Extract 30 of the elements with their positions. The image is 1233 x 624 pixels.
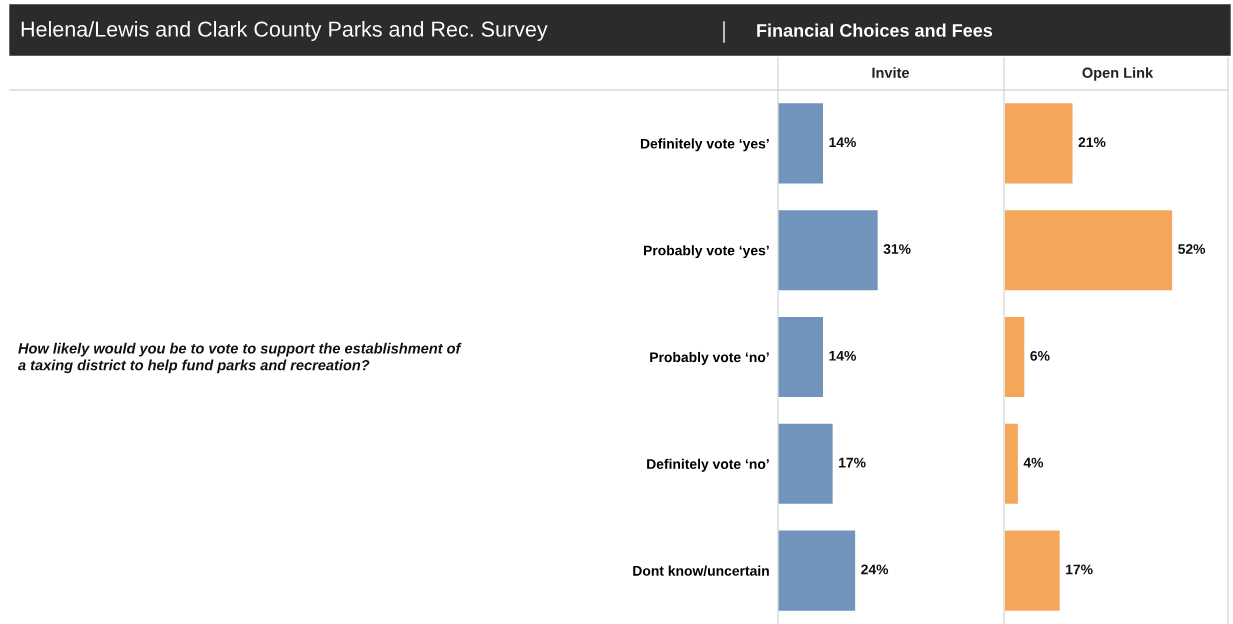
y-tick-label: Definitely vote ‘no’ [647, 458, 769, 472]
data-label: 21% [1078, 137, 1106, 148]
y-tick-label: Probably vote ‘yes’ [644, 245, 769, 259]
bar [1005, 210, 1173, 291]
bar [1005, 530, 1060, 611]
text: How likely would you be to vote to support the establishment of a taxing district to help fund parks and recreation? [18, 342, 462, 374]
data-label: 6% [1030, 350, 1050, 361]
data-label: 31% [883, 244, 911, 254]
y-tick-label: Probably vote ‘no’ [650, 351, 769, 365]
chart-subtitle: Financial Choices and Fees [757, 23, 993, 37]
data-label: 14% [829, 350, 856, 361]
bar [1005, 423, 1018, 504]
data-label: 17% [1066, 564, 1093, 575]
bar [1005, 316, 1025, 398]
bar [778, 316, 823, 398]
bar [778, 210, 878, 291]
series-label: Open Link [1082, 67, 1154, 81]
bar [778, 530, 856, 611]
data-label: 17% [839, 457, 866, 468]
text: Helena/Lewis and Clark County Parks and Rec. Survey [21, 20, 548, 42]
data-label: 14% [829, 137, 856, 148]
bar [778, 103, 823, 184]
bar [1005, 103, 1073, 184]
data-label: 24% [861, 564, 889, 575]
bar [778, 423, 833, 504]
y-tick-label: Definitely vote ‘yes’ [640, 138, 769, 152]
text: Invite [872, 67, 910, 78]
data-label: 52% [1178, 244, 1206, 254]
data-label: 4% [1023, 457, 1044, 468]
y-tick-label: Dont know/uncertain [633, 565, 769, 576]
